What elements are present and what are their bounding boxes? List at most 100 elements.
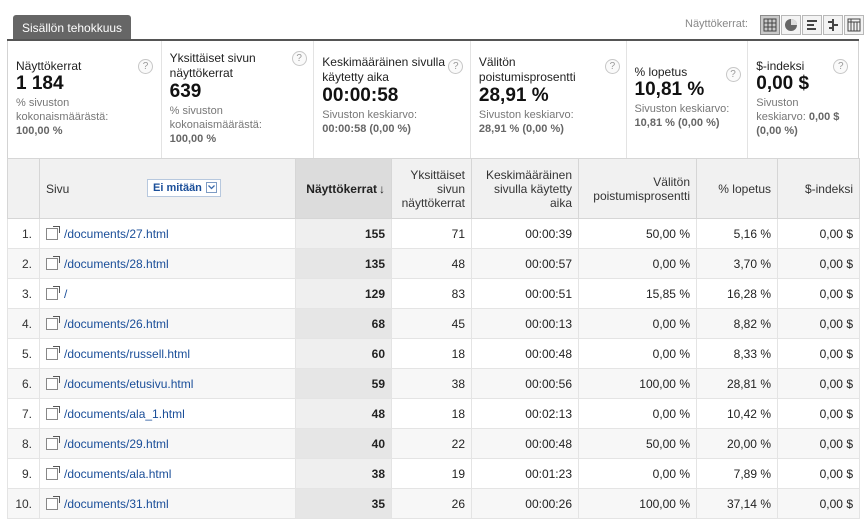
row-number: 7.: [7, 398, 40, 429]
pageviews-cell: 129: [295, 278, 392, 309]
bounce-rate-cell: 0,00 %: [578, 398, 697, 429]
external-link-icon[interactable]: [46, 345, 60, 360]
row-number: 1.: [7, 218, 40, 249]
external-link-icon[interactable]: [46, 375, 60, 390]
filter-label: Ei mitään: [153, 182, 202, 194]
header-unique-pageviews[interactable]: Yksittäiset sivun näyttökerrat: [391, 158, 472, 219]
pie-view-icon[interactable]: [781, 15, 801, 35]
metric-sub: keskiarvo:: [756, 111, 806, 123]
external-link-icon[interactable]: [46, 285, 60, 300]
table-row: 8. /documents/29.html 40 22 00:00:48 50,00 % 2…: [7, 428, 860, 459]
pageviews-cell: 38: [295, 458, 392, 489]
unique-pageviews-cell: 22: [391, 428, 472, 459]
page-link[interactable]: /: [64, 286, 68, 301]
metric-value: 639: [169, 81, 202, 102]
page-link[interactable]: /documents/27.html: [64, 226, 169, 241]
page-link[interactable]: /documents/31.html: [64, 496, 169, 511]
exit-rate-cell: 37,14 %: [696, 488, 778, 519]
header-page: Sivu Ei mitään: [39, 158, 296, 219]
avg-time-cell: 00:00:48: [471, 428, 579, 459]
row-number: 10.: [7, 488, 40, 519]
avg-time-cell: 00:00:39: [471, 218, 579, 249]
page-link[interactable]: /documents/29.html: [64, 436, 169, 451]
header-dollar-index[interactable]: $-indeksi: [777, 158, 860, 219]
tab-content-performance[interactable]: Sisällön tehokkuus: [13, 15, 132, 41]
bounce-rate-cell: 100,00 %: [578, 368, 697, 399]
metric-value: 10,81 %: [634, 79, 705, 100]
metric-pageviews: Näyttökerrat 1 184 % sivuston kokonaismä…: [8, 41, 162, 158]
page-link[interactable]: /documents/etusivu.html: [64, 376, 194, 391]
header-avg-time[interactable]: Keskimääräinen sivulla käytetty aika: [471, 158, 579, 219]
header-exit-rate[interactable]: % lopetus: [696, 158, 778, 219]
pageviews-cell: 48: [295, 398, 392, 429]
metric-title: Keskimääräinen sivulla käytetty aika: [322, 55, 446, 84]
bar-view-icon[interactable]: [802, 15, 822, 35]
table-row: 1. /documents/27.html 155 71 00:00:39 50,00 %…: [7, 218, 860, 249]
page-cell: /documents/29.html: [39, 428, 296, 459]
tab-underline: [7, 39, 859, 41]
page-cell: /documents/ala.html: [39, 458, 296, 489]
table-row: 4. /documents/26.html 68 45 00:00:13 0,00 % 8,…: [7, 308, 860, 339]
exit-rate-cell: 10,42 %: [696, 398, 778, 429]
external-link-icon[interactable]: [46, 465, 60, 480]
pageviews-cell: 135: [295, 248, 392, 279]
dollar-index-cell: 0,00 $: [777, 248, 860, 279]
pivot-view-icon[interactable]: [844, 15, 864, 35]
metric-sub-value: 10,81 % (0,00 %): [634, 117, 720, 129]
header-bounce-rate[interactable]: Välitön poistumisprosentti: [578, 158, 697, 219]
external-link-icon[interactable]: [46, 255, 60, 270]
metric-title: % lopetus: [634, 65, 688, 79]
table-view-icon[interactable]: [760, 15, 780, 35]
external-link-icon[interactable]: [46, 315, 60, 330]
page-cell: /documents/27.html: [39, 218, 296, 249]
metric-title: $-indeksi: [756, 59, 805, 73]
table-row: 5./documents/russell.html 60 18 00:00:48 0,0…: [7, 338, 860, 369]
dollar-index-cell: 0,00 $: [777, 488, 860, 519]
avg-time-cell: 00:00:57: [471, 248, 579, 279]
metric-value: 0,00 $: [756, 73, 810, 94]
exit-rate-cell: 5,16 %: [696, 218, 778, 249]
metric-sub: % sivuston: [169, 105, 223, 117]
external-link-icon[interactable]: [46, 225, 60, 240]
metric-sub: Sivuston keskiarvo:: [634, 103, 730, 115]
help-icon[interactable]: ?: [291, 51, 307, 66]
metric-sub-value: 100,00 %: [16, 125, 63, 137]
comparison-view-icon[interactable]: [823, 15, 843, 35]
page-link[interactable]: /documents/russell.html: [64, 346, 191, 361]
metric-title: Välitön poistumisprosentti: [478, 55, 576, 84]
page-link[interactable]: /documents/28.html: [64, 256, 169, 271]
unique-pageviews-cell: 26: [391, 488, 472, 519]
row-number: 5.: [7, 338, 40, 369]
unique-pageviews-cell: 83: [391, 278, 472, 309]
page-link[interactable]: /documents/ala.html: [64, 466, 172, 481]
metric-avg-time: Keskimääräinen sivulla käytetty aika 00:…: [314, 41, 471, 158]
metric-sub: Sivuston keskiarvo:: [478, 109, 574, 121]
external-link-icon[interactable]: [46, 495, 60, 510]
unique-pageviews-cell: 18: [391, 398, 472, 429]
metric-unique-pageviews: Yksittäiset sivun näyttökerrat 639 % siv…: [162, 41, 315, 158]
metric-sub-value: 0,00 $: [808, 111, 840, 123]
table-row: 6. /documents/etusivu.html 59 38 00:00:56 100…: [7, 368, 860, 399]
help-icon[interactable]: ?: [725, 67, 741, 82]
row-number: 6.: [7, 368, 40, 399]
page-link[interactable]: /documents/ala_1.html: [64, 406, 185, 421]
row-number: 3.: [7, 278, 40, 309]
external-link-icon[interactable]: [46, 435, 60, 450]
metric-value: 00:00:58: [322, 85, 399, 106]
secondary-dimension-select[interactable]: Ei mitään: [147, 179, 221, 197]
help-icon[interactable]: ?: [604, 59, 620, 74]
header-pageviews[interactable]: Näyttökerrat ↓: [295, 158, 392, 219]
metric-sub: kokonaismäärästä:: [169, 119, 262, 131]
unique-pageviews-cell: 48: [391, 248, 472, 279]
help-icon[interactable]: ?: [448, 59, 464, 74]
avg-time-cell: 00:02:13: [471, 398, 579, 429]
external-link-icon[interactable]: [46, 405, 60, 420]
help-icon[interactable]: ?: [833, 59, 849, 74]
help-icon[interactable]: ?: [138, 59, 153, 74]
dollar-index-cell: 0,00 $: [777, 458, 860, 489]
page-cell: /: [39, 278, 296, 309]
metric-sub: kokonaismäärästä:: [16, 111, 109, 123]
page-cell: /documents/etusivu.html: [39, 368, 296, 399]
page-link[interactable]: /documents/26.html: [64, 316, 169, 331]
avg-time-cell: 00:00:48: [471, 338, 579, 369]
